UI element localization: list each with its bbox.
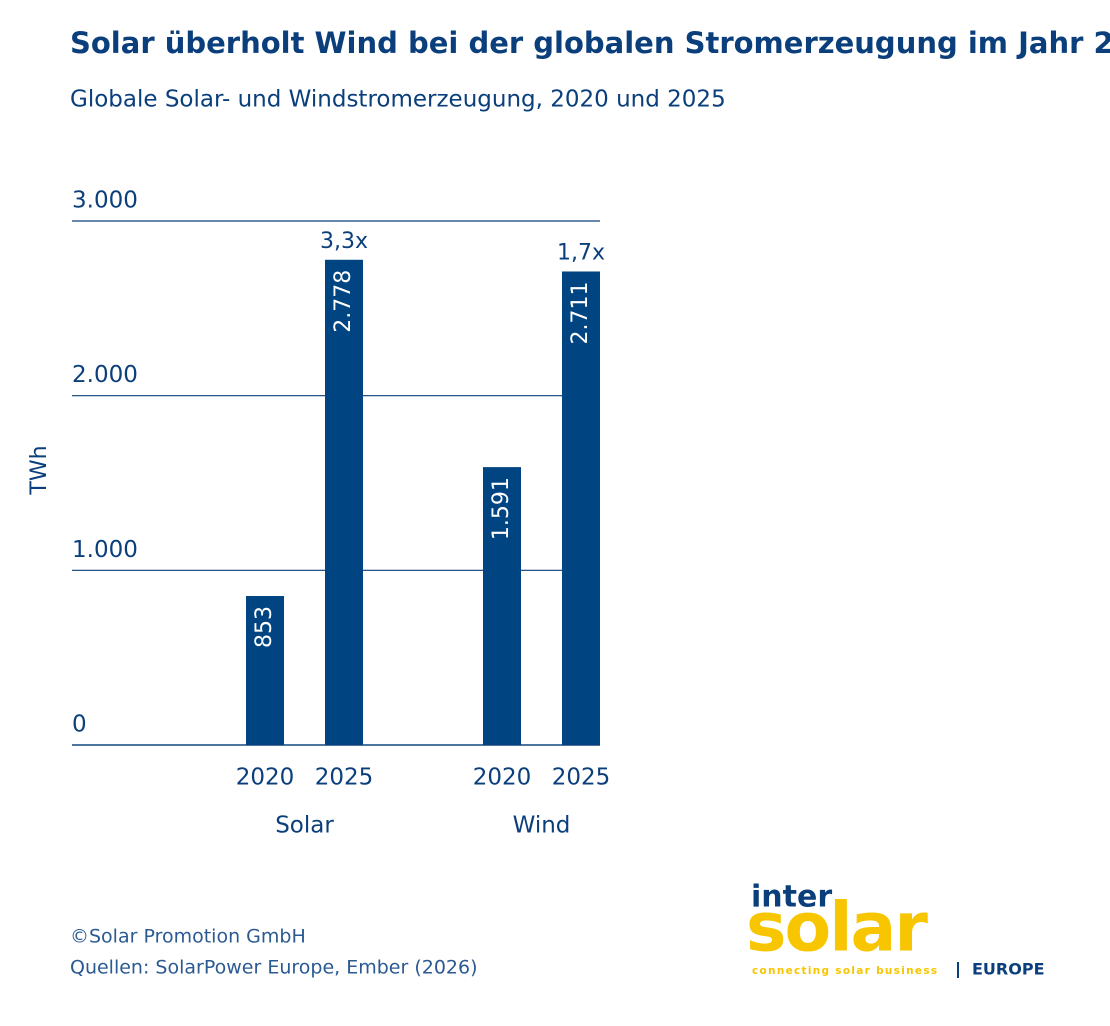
bar <box>325 259 363 745</box>
y-tick-label: 0 <box>72 712 87 738</box>
copyright: ©Solar Promotion GmbH <box>70 926 306 948</box>
value-label: 2.711 <box>568 281 593 344</box>
group-label: Solar <box>275 813 334 839</box>
x-tick-label: 2025 <box>552 765 611 791</box>
x-tick-label: 2020 <box>236 765 295 791</box>
y-tick-label: 3.000 <box>72 188 138 214</box>
bar <box>483 467 521 745</box>
bar <box>562 271 600 745</box>
group-label: Wind <box>513 813 571 839</box>
x-tick-label: 2025 <box>315 765 374 791</box>
chart-subtitle: Globale Solar- und Windstromerzeugung, 2… <box>70 87 726 113</box>
y-tick-label: 1.000 <box>72 537 138 563</box>
chart-title: Solar überholt Wind bei der globalen Str… <box>70 26 1110 60</box>
x-tick-label: 2020 <box>473 765 532 791</box>
value-label: 853 <box>252 606 277 648</box>
y-axis-label: TWh <box>27 445 52 495</box>
growth-label: 3,3x <box>320 229 368 254</box>
growth-label: 1,7x <box>557 240 605 265</box>
y-tick-label: 2.000 <box>72 362 138 388</box>
logo-inter: inter <box>751 880 832 915</box>
bar <box>246 596 284 745</box>
value-label: 1.591 <box>489 477 514 540</box>
logo-region: EUROPE <box>972 960 1045 979</box>
value-label: 2.778 <box>331 270 356 333</box>
sources: Quellen: SolarPower Europe, Ember (2026) <box>70 957 478 979</box>
logo-solar: solar <box>746 889 928 968</box>
logo-tagline: connecting solar business <box>752 965 938 977</box>
